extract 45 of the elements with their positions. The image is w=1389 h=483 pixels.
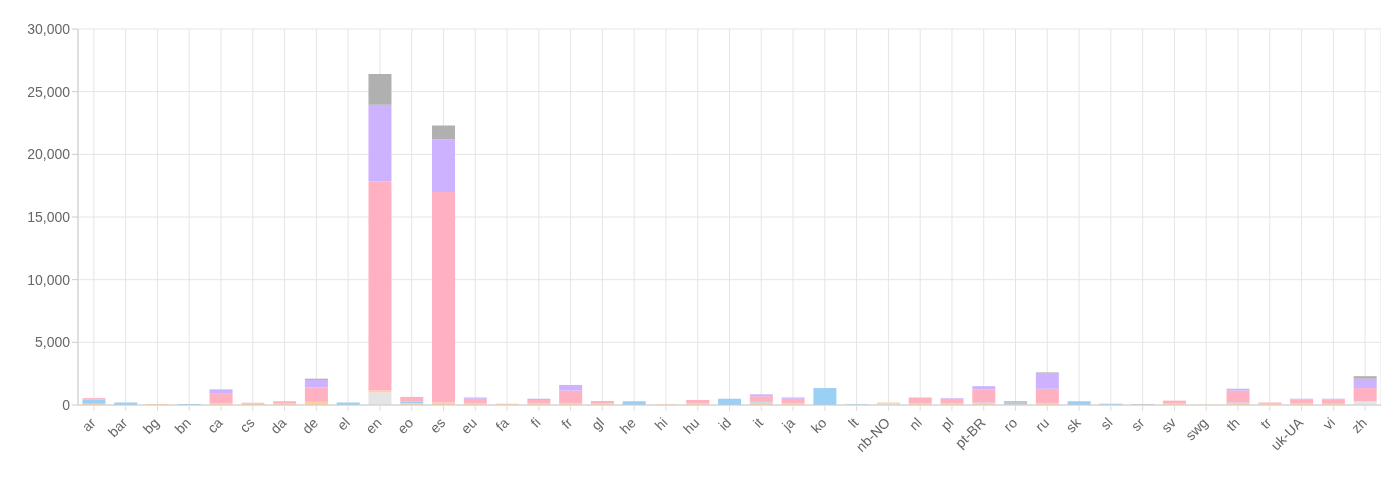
x-tick-label: ko bbox=[807, 414, 830, 437]
x-tick-label: lt bbox=[845, 414, 862, 431]
x-tick-label: ja bbox=[778, 414, 798, 435]
y-tick-label: 10,000 bbox=[27, 271, 71, 288]
x-tick-label: bg bbox=[139, 414, 163, 437]
x-tick-label: eu bbox=[457, 414, 480, 437]
x-tick-label: ro bbox=[1000, 414, 1021, 435]
x-tick-label: fa bbox=[492, 414, 512, 434]
x-tick-label: id bbox=[715, 414, 735, 434]
x-tick-label: sl bbox=[1097, 414, 1116, 433]
x-tick-label: de bbox=[298, 414, 322, 437]
x-tick-label: ru bbox=[1031, 414, 1053, 435]
y-tick-label: 30,000 bbox=[27, 20, 71, 37]
y-tick-label: 20,000 bbox=[27, 146, 71, 163]
x-tick-label: it bbox=[749, 414, 767, 431]
x-tick-label: en bbox=[362, 414, 385, 437]
x-tick-label: el bbox=[333, 414, 353, 434]
x-tick-label: eo bbox=[394, 414, 417, 437]
x-tick-label: da bbox=[266, 414, 290, 437]
x-tick-label: hu bbox=[680, 414, 703, 437]
y-tick-label: 0 bbox=[62, 396, 71, 413]
x-tick-label: cs bbox=[236, 414, 258, 436]
x-tick-label: bn bbox=[171, 414, 194, 437]
x-tick-label: pl bbox=[937, 414, 957, 434]
y-tick-label: 15,000 bbox=[27, 208, 71, 225]
x-tick-label: bar bbox=[104, 414, 131, 441]
x-tick-label: zh bbox=[1348, 414, 1370, 437]
x-tick-label: th bbox=[1223, 414, 1243, 434]
x-tick-label: tr bbox=[1257, 414, 1275, 432]
x-tick-label: fr bbox=[557, 414, 576, 432]
x-tick-label: ar bbox=[78, 414, 99, 435]
y-tick-label: 25,000 bbox=[27, 83, 71, 100]
x-tick-label: sv bbox=[1157, 414, 1180, 436]
x-tick-label: sr bbox=[1127, 414, 1148, 434]
x-tick-label: ca bbox=[203, 414, 226, 437]
x-tick-label: he bbox=[616, 414, 640, 437]
x-tick-label: nl bbox=[905, 414, 925, 434]
x-tick-label: vi bbox=[1319, 414, 1339, 433]
x-tick-label: hi bbox=[651, 414, 671, 434]
x-tick-label: es bbox=[426, 414, 449, 437]
x-tick-label: fi bbox=[527, 414, 544, 431]
x-tick-label: sk bbox=[1062, 413, 1085, 436]
x-tick-label: gl bbox=[588, 414, 608, 434]
y-tick-label: 5,000 bbox=[34, 334, 71, 351]
x-tick-label: swg bbox=[1182, 414, 1211, 444]
